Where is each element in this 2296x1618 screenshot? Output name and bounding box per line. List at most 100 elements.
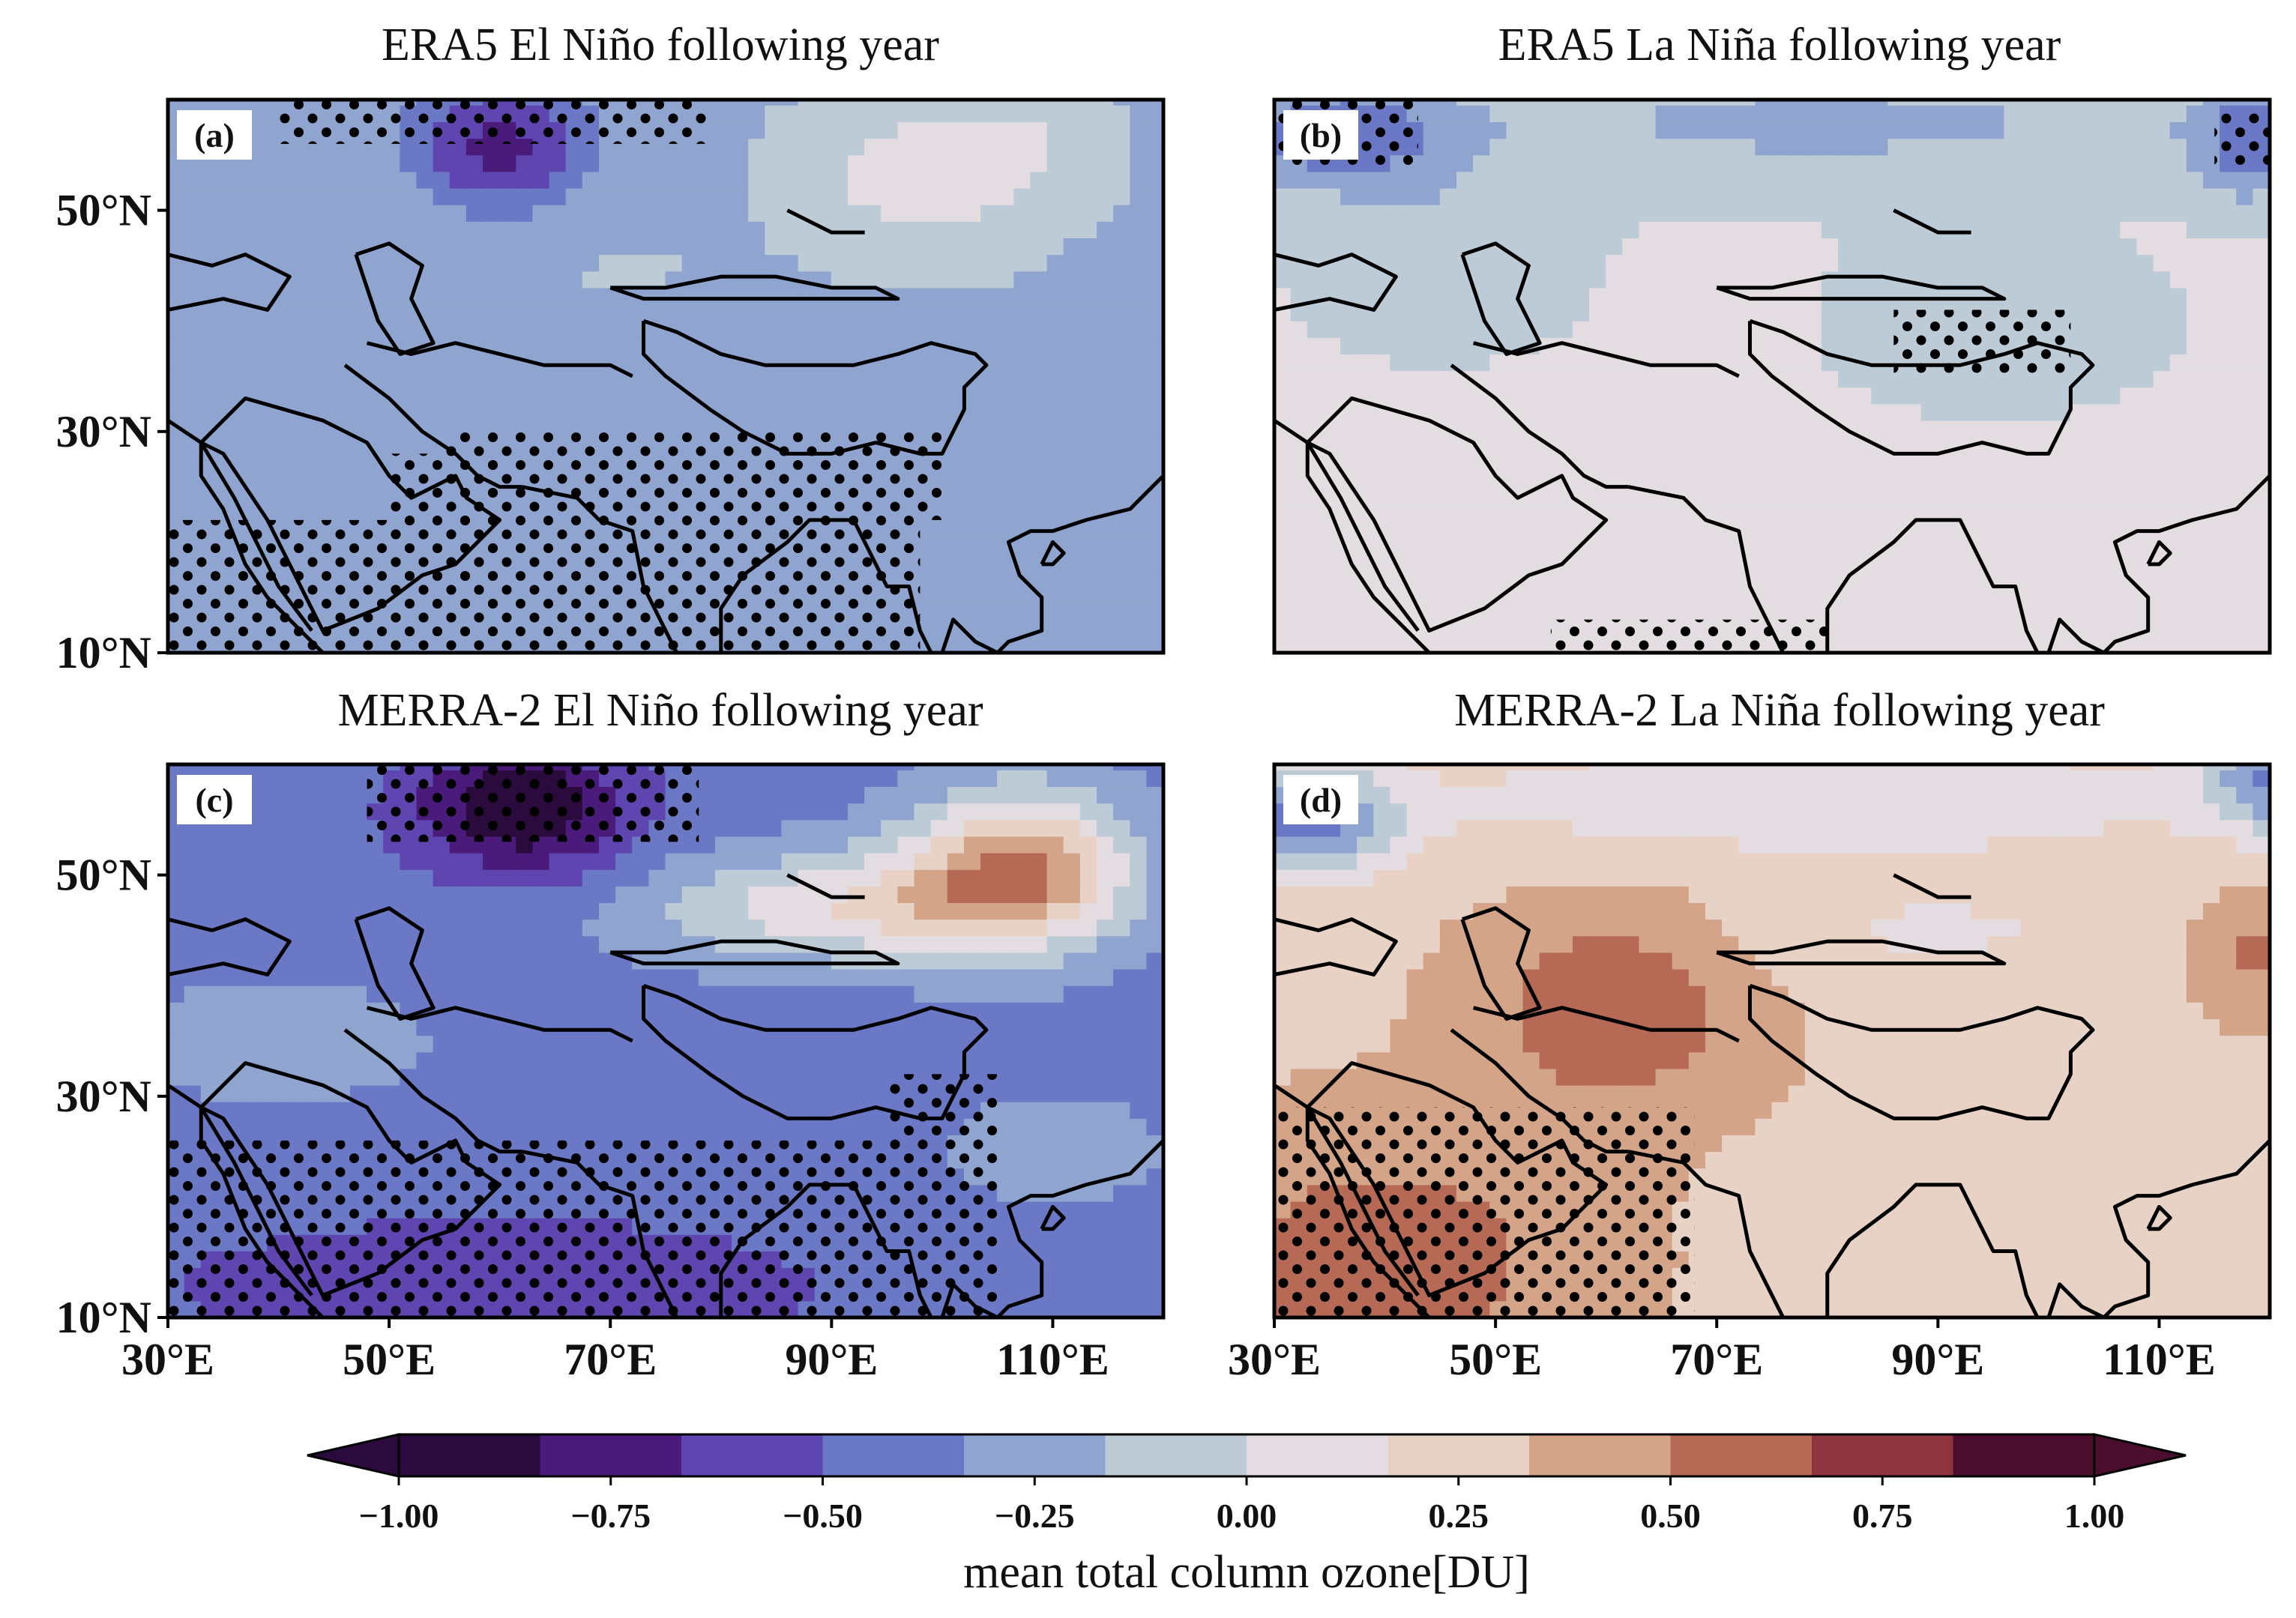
field-cell [1887, 469, 1905, 488]
field-cell [1639, 204, 1657, 222]
field-cell [698, 1084, 716, 1102]
field-cell [2169, 486, 2187, 504]
field-cell [582, 1084, 600, 1102]
field-cell [1146, 585, 1163, 604]
field-cell [814, 1117, 832, 1135]
field-cell [2070, 387, 2088, 405]
field-cell [1971, 403, 1989, 421]
field-cell [2136, 320, 2154, 338]
field-cell [416, 238, 434, 256]
field-cell [997, 370, 1015, 388]
field-cell [1046, 220, 1064, 238]
field-cell [1406, 238, 1424, 256]
field-cell [2220, 204, 2238, 222]
field-cell [1887, 171, 1905, 189]
field-cell [1606, 420, 1624, 438]
field-cell [1904, 287, 1922, 305]
field-cell [1456, 154, 1474, 172]
field-cell [1539, 220, 1557, 238]
field-cell [1539, 271, 1557, 289]
field-cell [1705, 287, 1723, 305]
field-cell [2220, 353, 2238, 372]
field-cell [1456, 569, 1474, 587]
field-cell [1506, 271, 1524, 289]
field-cell [2153, 403, 2171, 421]
field-cell [333, 171, 351, 189]
field-cell [349, 370, 368, 388]
field-cell [814, 304, 832, 322]
field-cell [383, 254, 401, 272]
field-cell [333, 304, 351, 322]
field-cell [1274, 320, 1292, 338]
field-cell [1937, 104, 1955, 123]
field-cell [532, 304, 550, 322]
field-cell [532, 370, 550, 388]
field-cell [997, 271, 1015, 289]
field-cell [1705, 387, 1723, 405]
field-cell [2120, 238, 2138, 256]
field-cell [2120, 271, 2138, 289]
field-cell [1130, 1201, 1148, 1219]
field-cell [1871, 271, 1889, 289]
field-cell [781, 104, 799, 123]
field-cell [1572, 519, 1591, 537]
field-cell [2136, 220, 2154, 238]
field-cell [2220, 519, 2238, 537]
field-cell [864, 100, 882, 106]
field-cell [1079, 1134, 1097, 1153]
field-cell [1046, 104, 1064, 123]
field-cell [1130, 254, 1148, 272]
field-cell [499, 154, 517, 172]
field-cell [632, 387, 650, 405]
field-cell [1606, 603, 1624, 621]
field-cell [200, 336, 218, 354]
field-cell [1522, 552, 1540, 570]
field-cell [1357, 320, 1375, 338]
field-cell [798, 154, 816, 172]
field-cell [831, 154, 849, 172]
field-cell [1096, 370, 1115, 388]
field-cell [881, 387, 899, 405]
field-cell [1506, 436, 1524, 454]
field-cell [316, 1068, 334, 1086]
field-cell [881, 204, 899, 222]
field-cell [267, 420, 285, 438]
field-cell [2037, 138, 2055, 156]
field-cell [499, 220, 517, 238]
field-cell [831, 121, 849, 139]
field-cell [1290, 503, 1308, 521]
field-cell [1987, 636, 2005, 653]
field-cell [1555, 503, 1573, 521]
field-cell [1738, 486, 1756, 504]
field-cell [1953, 287, 1972, 305]
field-cell [267, 1117, 285, 1135]
field-cell [1622, 204, 1640, 222]
field-cell [1456, 519, 1474, 537]
field-cell [1871, 519, 1889, 537]
field-cell [1113, 220, 1131, 238]
field-cell [1113, 603, 1131, 621]
field-cell [1606, 536, 1624, 554]
field-cell [2020, 204, 2038, 222]
field-cell [283, 370, 301, 388]
field-cell [1639, 187, 1657, 205]
field-cell [1887, 636, 1905, 653]
field-cell [234, 238, 252, 256]
field-cell [433, 403, 451, 421]
field-cell [1406, 503, 1424, 521]
field-cell [2087, 287, 2105, 305]
field-cell [316, 204, 334, 222]
field-cell [1804, 238, 1822, 256]
field-cell [997, 320, 1015, 338]
field-cell [831, 287, 849, 305]
field-cell [1274, 220, 1292, 238]
field-cell [598, 287, 617, 305]
field-cell [267, 171, 285, 189]
field-cell [1555, 370, 1573, 388]
field-cell [400, 387, 418, 405]
field-cell [1290, 171, 1308, 189]
field-cell [499, 171, 517, 189]
field-cell [1439, 486, 1457, 504]
field-cell [2236, 220, 2254, 238]
field-cell [1046, 1284, 1064, 1302]
